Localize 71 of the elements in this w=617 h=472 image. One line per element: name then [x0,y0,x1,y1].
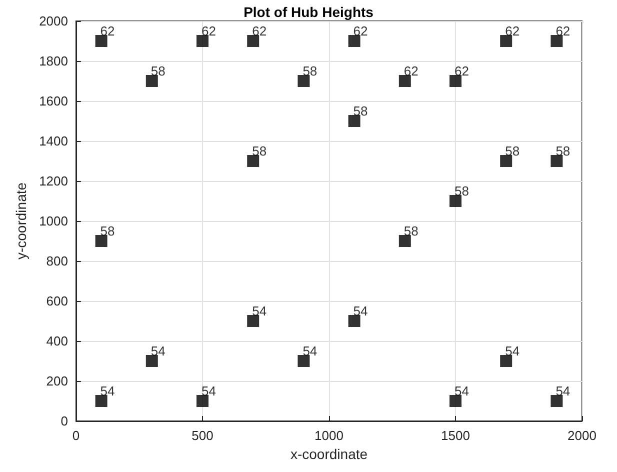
chart-title: Plot of Hub Heights [244,4,374,20]
y-tick-label: 400 [46,334,68,348]
annotation: 54 [302,344,318,358]
y-tick-label: 0 [60,414,68,428]
annotation: 54 [505,344,520,358]
point [550,395,563,407]
point [450,395,462,407]
point [500,155,512,167]
annotation: 62 [505,24,520,38]
point [550,35,563,47]
annotation: 54 [202,384,216,398]
annotation: 54 [454,384,469,398]
y-tick-label: 1800 [39,54,68,68]
annotation: 54 [150,344,166,358]
x-tick-label: 0 [72,428,80,443]
y-tick-label: 600 [46,294,68,308]
point [196,35,208,47]
point [95,235,108,247]
point [500,35,512,47]
annotation: 62 [556,24,570,38]
annotation: 58 [454,184,469,198]
y-tick-label: 200 [46,374,68,388]
point [398,235,411,247]
point [450,195,462,207]
annotation: 54 [252,304,267,318]
annotation: 54 [556,384,570,398]
annotation: 58 [302,64,318,78]
annotation: 62 [100,24,115,38]
point [450,75,462,87]
point [298,75,310,87]
annotation: 54 [100,384,115,398]
point [196,395,208,407]
annotation: 58 [505,144,520,158]
point [348,35,360,47]
point [247,315,260,327]
annotation: 58 [252,144,267,158]
y-axis-title: y-coordinate [13,182,29,260]
point [95,395,108,407]
annotation: 58 [353,104,368,118]
y-tick-label: 2000 [39,14,68,28]
point [247,155,260,167]
annotation: 58 [100,224,115,238]
annotation: 62 [404,64,418,78]
x-tick-label: 1000 [314,428,344,443]
point [398,75,411,87]
y-tick-label: 800 [46,254,68,268]
point [550,155,563,167]
point [500,355,512,367]
x-tick-label: 2000 [568,428,596,443]
annotation: 62 [252,24,267,38]
annotation: 58 [404,224,418,238]
point [247,35,260,47]
x-axis-title: x-coordinate [290,446,368,462]
x-tick-label: 500 [192,428,214,443]
x-tick-label: 1500 [441,428,470,443]
point [95,35,108,47]
point [146,355,158,367]
y-tick-label: 1600 [39,94,68,108]
point [348,115,360,127]
y-tick-label: 1000 [39,214,68,228]
annotation: 58 [150,64,166,78]
annotation: 62 [353,24,368,38]
y-tick-label: 1400 [39,134,68,148]
point [348,315,360,327]
point [298,355,310,367]
annotation: 54 [353,304,368,318]
annotation: 58 [556,144,570,158]
annotation: 62 [454,64,469,78]
point [146,75,158,87]
annotation: 62 [202,24,216,38]
y-tick-label: 1200 [39,174,68,188]
